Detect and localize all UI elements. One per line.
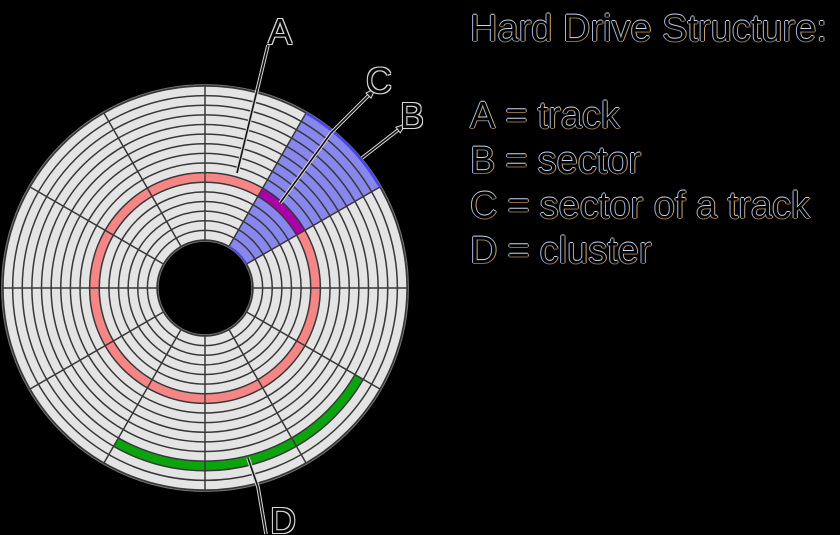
legend-desc: sector — [537, 140, 642, 182]
legend-desc: track — [537, 95, 620, 137]
leader-line-a — [236, 44, 269, 174]
equals-sign: = — [507, 230, 530, 272]
diagram-title: Hard Drive Structure: — [470, 8, 827, 50]
leader-arrowhead-c — [365, 87, 377, 99]
legend-item-track: A = track — [470, 94, 810, 139]
legend-key: A — [470, 95, 496, 137]
highlight-sector-of-track-c — [257, 188, 305, 236]
legend-key: B — [470, 140, 496, 182]
leader-line-c — [279, 91, 373, 204]
highlight-sector-b — [229, 113, 380, 264]
sector-b-inner-edge — [228, 245, 248, 265]
legend-desc: sector of a track — [539, 185, 810, 227]
platter-hole-halo — [157, 240, 253, 336]
legend-key: C — [470, 185, 498, 227]
equals-sign: = — [505, 140, 528, 182]
leader-line-b — [361, 126, 403, 159]
equals-sign: = — [507, 185, 530, 227]
legend-item-sector: B = sector — [470, 139, 810, 184]
disk-label-c: C — [366, 60, 392, 101]
disk-label-d: D — [270, 500, 296, 535]
disk-label-b: B — [400, 95, 425, 136]
equals-sign: = — [505, 95, 528, 137]
legend: A = track B = sector C = sector of a track D = c… — [470, 94, 810, 274]
sector-grid — [3, 86, 407, 490]
legend-desc: cluster — [539, 230, 652, 272]
legend-item-sector-of-track: C = sector of a track — [470, 184, 810, 229]
legend-item-cluster: D = cluster — [470, 229, 810, 274]
leader-arrowhead-b — [395, 123, 408, 134]
legend-key: D — [470, 230, 498, 272]
platter-rim-halo — [1, 84, 409, 492]
leader-line-d — [247, 457, 267, 535]
sector-b-outer-edge — [305, 111, 382, 188]
highlight-cluster-d — [113, 374, 364, 471]
disk-label-a: A — [268, 11, 293, 52]
